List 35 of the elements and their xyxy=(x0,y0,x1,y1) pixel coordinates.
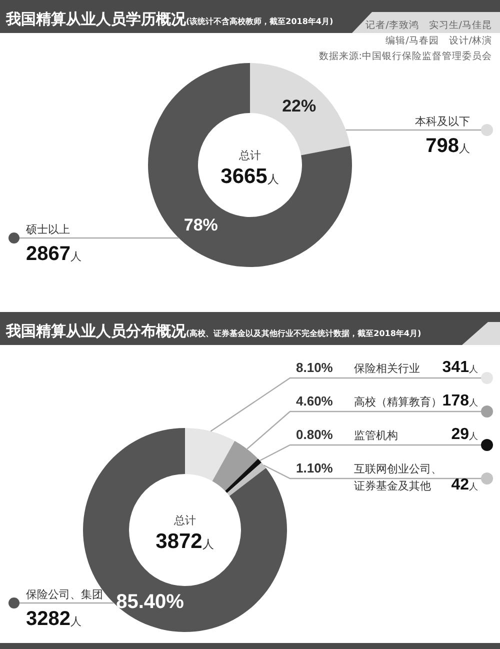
text: 798人 xyxy=(426,135,470,157)
chart-subtitle: (高校、证券基金以及其他行业不完全统计数据，截至2018年4月) xyxy=(186,328,422,338)
data-label: 22% xyxy=(282,96,316,116)
slice-label: 互联网创业公司、证券基金及其他 xyxy=(354,462,442,492)
text: 2867人 xyxy=(26,243,82,265)
donut-slice xyxy=(148,63,352,267)
slice-label: 高校（精算教育） xyxy=(354,396,442,408)
text: 总计 xyxy=(173,514,196,527)
slice-label: 保险相关行业 xyxy=(354,362,420,375)
data-label: 1.10% xyxy=(296,460,334,476)
slice-label: 保险公司、集团 xyxy=(26,588,103,601)
text: 178人 xyxy=(442,392,478,410)
donut-slice xyxy=(185,428,235,482)
text: 341人 xyxy=(442,359,478,376)
donut-slice xyxy=(83,428,287,632)
chart-title: 我国精算从业人员分布概况 xyxy=(5,322,187,340)
text: 3282人 xyxy=(26,608,82,630)
data-label: 8.10% xyxy=(296,360,334,375)
text: 记者/李致鸿 实习生/马佳昆 xyxy=(366,19,492,31)
slice-label: 硕士以上 xyxy=(25,223,70,236)
text: 29人 xyxy=(451,426,478,443)
slice-label: 监管机构 xyxy=(354,429,398,442)
text: 编辑/马春园 设计/林演 xyxy=(386,34,492,46)
data-label: 85.40% xyxy=(116,590,184,613)
chart-title: 我国精算从业人员学历概况 xyxy=(5,10,187,28)
slice-label: 本科及以下 xyxy=(415,115,470,128)
text: 3872人 xyxy=(156,530,214,553)
text: 42人 xyxy=(451,476,478,494)
chart-subtitle: (该统计不含高校教师，截至2018年4月) xyxy=(186,16,334,26)
data-label: 78% xyxy=(184,215,218,234)
data-label: 4.60% xyxy=(296,394,334,408)
data-label: 0.80% xyxy=(296,427,334,442)
source-note: 数据来源:中国银行保险监督管理委员会 xyxy=(318,50,492,62)
text: 3665人 xyxy=(220,165,280,188)
text: 总计 xyxy=(238,149,261,162)
